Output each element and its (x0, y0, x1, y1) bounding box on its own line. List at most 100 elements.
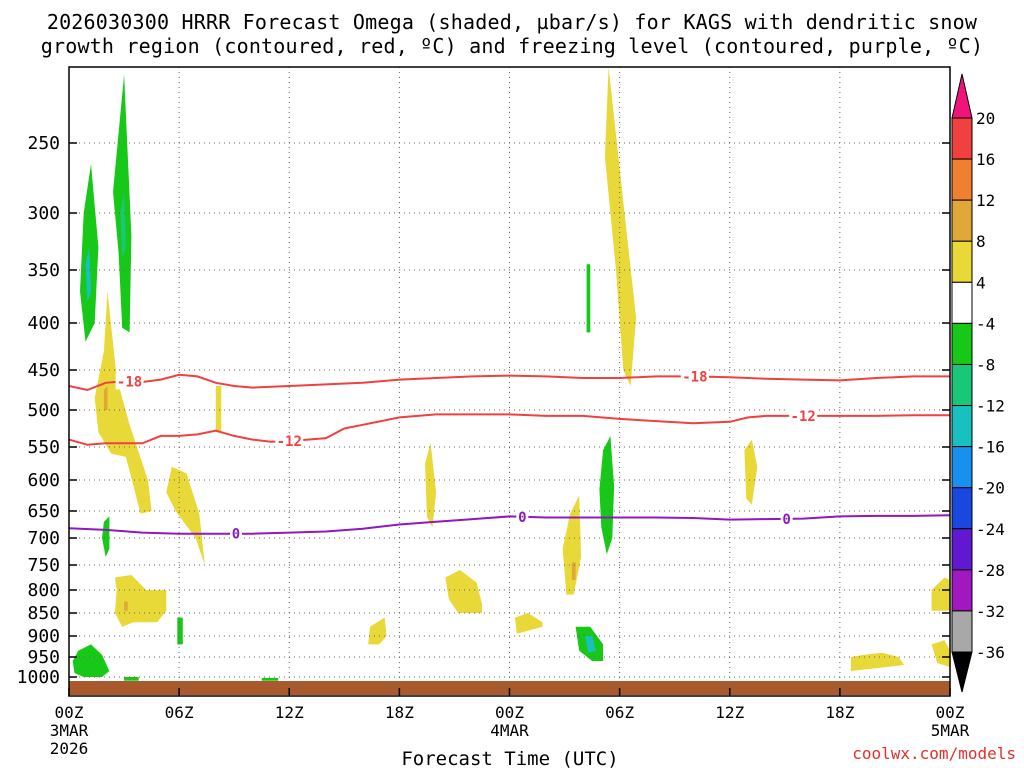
contour-label-background (115, 373, 144, 390)
x-tick-label: 00Z (936, 703, 965, 722)
contour-label: 0 (782, 512, 790, 528)
temperature-contours: -18 -18 -12 -12 0 0 0 (69, 368, 950, 543)
chart-title-line-2: growth region (contoured, red, ºC) and f… (40, 34, 984, 58)
x-tick-label: 06Z (165, 703, 194, 722)
omega-area (120, 192, 126, 259)
colorbar-segment (951, 569, 973, 612)
colorbar-segment (951, 487, 973, 530)
colorbar-label: 12 (976, 191, 995, 210)
x-axis-label: Forecast Time (UTC) (401, 748, 618, 768)
colorbar-bottom-arrow (951, 651, 973, 693)
omega-area (215, 386, 222, 433)
colorbar-segment (951, 610, 973, 653)
contour-label-background (780, 510, 793, 527)
colorbar-label: -24 (976, 520, 1005, 539)
x-tick-label: 06Z (605, 703, 634, 722)
grid-lines (68, 67, 951, 696)
colorbar-segment (951, 322, 973, 365)
y-tick-label: 1000 (17, 667, 60, 688)
omega-shaded-areas (72, 67, 950, 681)
omega-area (114, 575, 167, 627)
y-tick-label: 650 (27, 501, 60, 522)
colorbar-label: 16 (976, 150, 995, 169)
x-tick-date: 4MAR (490, 721, 529, 740)
x-tick-label: 00Z (495, 703, 524, 722)
colorbar-segment (951, 405, 973, 448)
credit-text: coolwx.com/models (852, 744, 1016, 763)
y-tick-label: 800 (27, 580, 60, 601)
plot-frame (68, 66, 951, 697)
y-tick-label: 850 (27, 603, 60, 624)
omega-colorbar: 20 16 12 8 4 -4 -8 -12 -16 -20 -24 -28 -32 -36 (951, 73, 1005, 693)
colorbar-segment (951, 446, 973, 489)
omega-area (166, 466, 205, 565)
contour-label-background (516, 508, 529, 525)
colorbar-label: -28 (976, 561, 1005, 580)
y-tick-label: 300 (27, 203, 60, 224)
omega-area (515, 613, 543, 634)
colorbar-segment (951, 158, 973, 201)
omega-area (368, 617, 387, 645)
colorbar-segment (951, 528, 973, 571)
contour-label: -12 (277, 434, 302, 450)
omega-area (586, 264, 591, 333)
x-tick-label: 18Z (825, 703, 854, 722)
omega-area (94, 291, 152, 514)
omega-area (85, 247, 91, 302)
y-tick-label: 700 (27, 528, 60, 549)
x-tick-date: 5MAR (931, 721, 970, 740)
omega-area (124, 677, 139, 681)
y-tick-label: 950 (27, 647, 60, 668)
omega-area (584, 636, 596, 653)
omega-area (425, 443, 437, 528)
contour-label-background (789, 407, 818, 424)
colorbar-segment (951, 117, 973, 160)
omega-area (571, 562, 576, 580)
y-tick-label: 450 (27, 360, 60, 381)
y-tick-label: 500 (27, 400, 60, 421)
contour-label: -12 (791, 409, 816, 425)
x-tick-label: 00Z (55, 703, 84, 722)
colorbar-label: 4 (976, 273, 986, 292)
colorbar-segment (951, 281, 973, 324)
contour-line (69, 413, 950, 446)
contour-label: -18 (117, 374, 142, 390)
colorbar-top-arrow (951, 73, 973, 119)
omega-area (177, 617, 183, 645)
omega-area (261, 677, 279, 681)
colorbar-segment (951, 199, 973, 242)
y-tick-label: 350 (27, 260, 60, 281)
x-tick-label: 12Z (715, 703, 744, 722)
colorbar-label: -20 (976, 479, 1005, 498)
contour-label: 0 (232, 527, 240, 543)
omega-area (445, 570, 482, 613)
colorbar-label: 20 (976, 109, 995, 128)
omega-area (599, 435, 615, 555)
chart-title-line-1: 2026030300 HRRR Forecast Omega (shaded, … (46, 10, 978, 34)
colorbar-label: -36 (976, 643, 1005, 662)
y-tick-label: 750 (27, 555, 60, 576)
omega-area (744, 439, 758, 505)
omega-area (850, 652, 905, 671)
omega-area (562, 495, 582, 595)
y-axis: 2503003504004505005506006507007508008509… (17, 133, 950, 688)
contour-label: 0 (518, 510, 526, 526)
colorbar-label: 8 (976, 232, 986, 251)
y-tick-label: 250 (27, 133, 60, 154)
omega-area (102, 516, 110, 557)
contour-label-background (275, 433, 304, 450)
omega-area (931, 640, 950, 667)
colorbar-segment (951, 240, 973, 283)
contour-label-background (230, 525, 243, 542)
colorbar-label: -4 (976, 314, 995, 333)
omega-area (103, 386, 108, 410)
x-tick-year: 2026 (50, 739, 89, 758)
contour-line (69, 514, 950, 535)
omega-area (931, 577, 950, 611)
x-tick-date: 3MAR (50, 721, 89, 740)
colorbar-label: -12 (976, 397, 1005, 416)
colorbar-label: -8 (976, 355, 995, 374)
x-tick-label: 12Z (275, 703, 304, 722)
